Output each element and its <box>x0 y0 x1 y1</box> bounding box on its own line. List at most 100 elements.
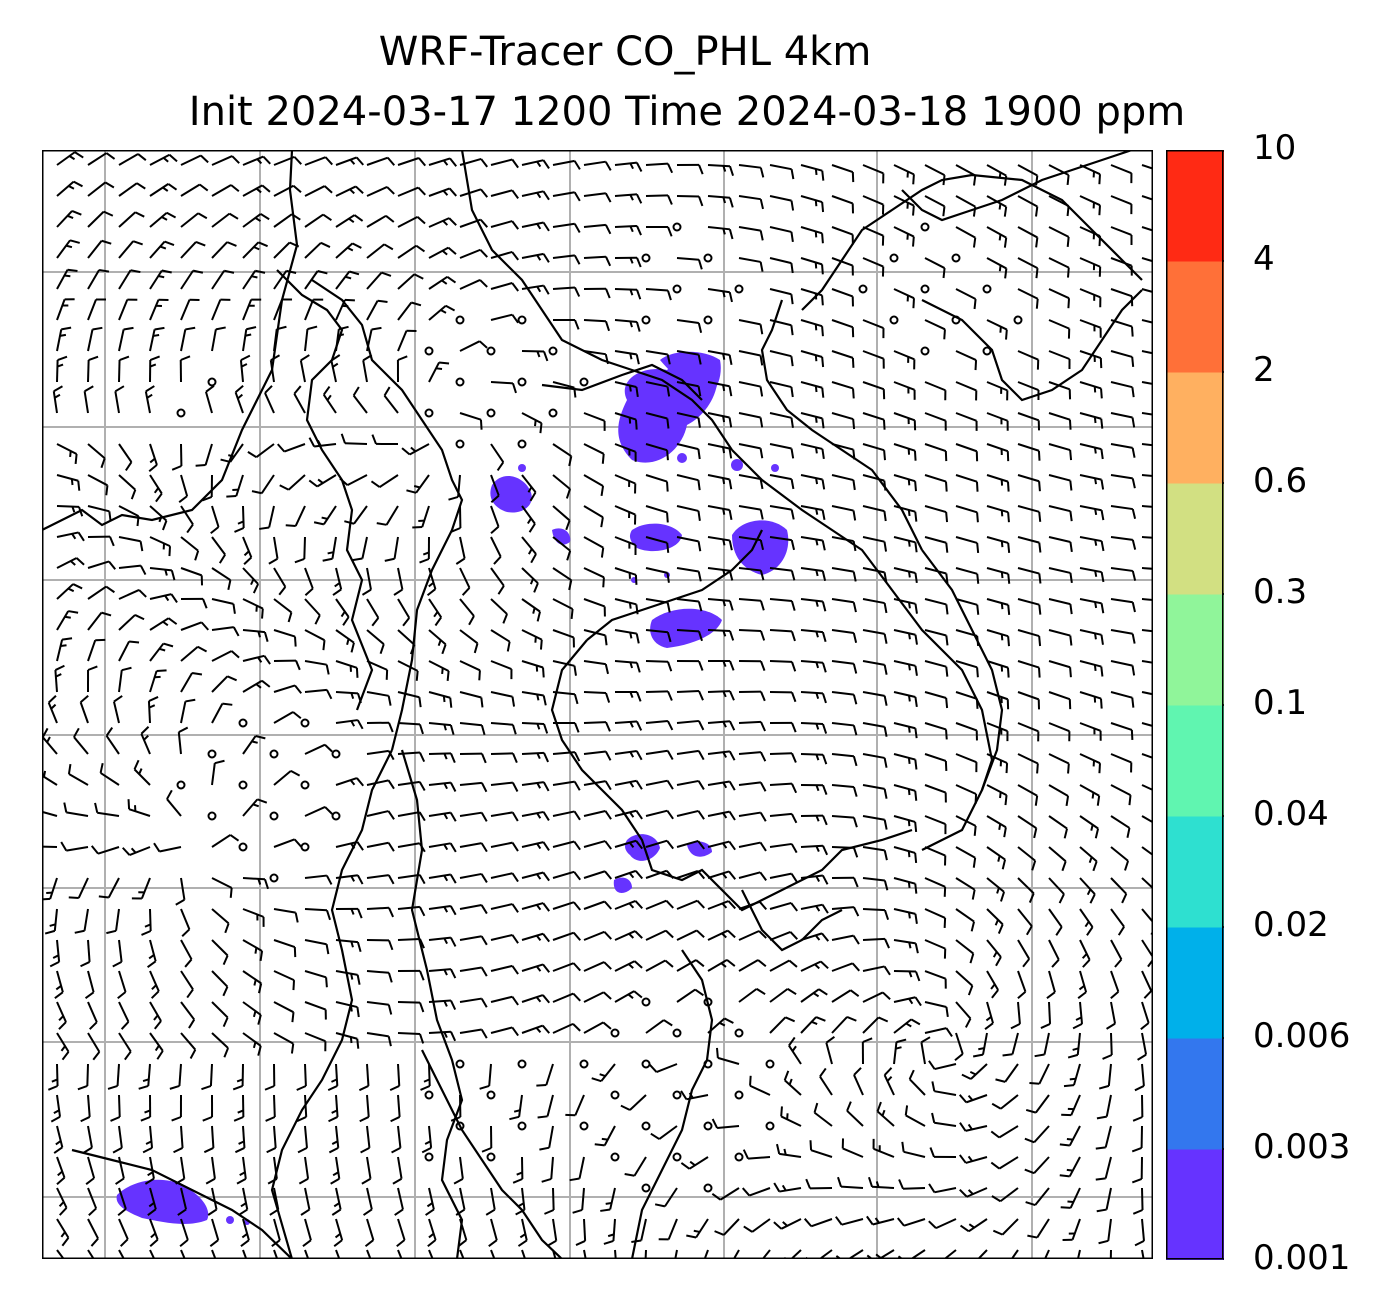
wind-barb-flag <box>600 517 604 528</box>
wind-barb-shaft <box>846 1110 864 1127</box>
colorbar-label-8: 2 <box>1253 350 1275 390</box>
wind-barb-shaft <box>893 908 916 915</box>
wind-barb-shaft <box>1141 846 1153 857</box>
wind-barb-flag <box>58 1207 68 1216</box>
wind-barb-shaft <box>676 840 699 848</box>
wind-barb-shaft <box>862 257 884 268</box>
wind-barb-shaft <box>800 988 820 1003</box>
wind-barb-shaft <box>970 1063 988 1080</box>
wind-barb-flag <box>536 904 542 911</box>
wind-barb-flag <box>539 423 543 434</box>
wind-barb-flag <box>728 197 734 208</box>
wind-barb-flag <box>362 354 373 362</box>
wind-barb-flag <box>1117 926 1125 936</box>
wind-barb-flag <box>479 218 489 228</box>
wind-barb-flag <box>814 934 821 941</box>
wind-barb-flag <box>490 525 500 535</box>
wind-barb-shaft <box>1141 1001 1150 1024</box>
calm-wind-marker <box>486 346 496 356</box>
wind-barb-flag <box>815 661 820 669</box>
wind-barb-shaft <box>366 629 385 645</box>
wind-barb-flag <box>1066 1168 1073 1172</box>
wind-barb-flag <box>907 509 911 517</box>
wind-barb-flag <box>815 600 819 607</box>
wind-barb-flag <box>821 356 825 368</box>
calm-wind-marker <box>548 346 558 356</box>
wind-barb-flag <box>1035 237 1039 248</box>
wind-barb-flag <box>349 1036 353 1044</box>
wind-barb-flag <box>349 779 356 786</box>
wind-barb-flag <box>629 661 634 669</box>
wind-barb-shaft <box>1017 350 1039 361</box>
wind-barb-flag <box>791 692 797 703</box>
wind-barb-shaft <box>686 1094 709 1101</box>
wind-barb-shaft <box>769 959 790 972</box>
wind-barb-flag <box>153 1020 162 1030</box>
colorbar <box>1166 150 1224 1260</box>
wind-barb-flag <box>292 980 296 991</box>
wind-barb-shaft <box>1141 1249 1145 1259</box>
wind-barb-flag <box>218 554 226 564</box>
wind-barb-flag <box>511 189 519 199</box>
wind-barb-flag <box>149 363 157 368</box>
wind-barb-shaft <box>335 185 357 197</box>
wind-barb-shaft <box>366 841 389 848</box>
wind-barb-flag <box>914 943 919 954</box>
wind-barb-shaft <box>490 282 513 290</box>
wind-barb-flag <box>604 353 609 365</box>
wind-barb-shaft <box>1017 381 1039 391</box>
wind-barb-shaft <box>645 443 668 452</box>
wind-barb-shaft <box>1079 536 1102 543</box>
wind-barb-flag <box>164 240 175 247</box>
wind-barb-flag <box>536 694 540 701</box>
wind-barb-flag <box>397 355 408 361</box>
wind-barb-shaft <box>87 210 105 228</box>
wind-barb-flag <box>760 691 766 702</box>
wind-barb-shaft <box>273 1125 277 1149</box>
wind-barb-flag <box>1037 667 1041 678</box>
wind-barb-flag <box>568 579 573 591</box>
wind-barb-shaft <box>748 1187 771 1197</box>
wind-barb-flag <box>791 631 796 642</box>
wind-barb-shaft <box>769 350 792 358</box>
wind-barb-flag <box>418 157 427 167</box>
wind-barb-shaft <box>459 536 466 559</box>
wind-barb-flag <box>223 1047 229 1058</box>
wind-barb-shaft <box>676 929 698 941</box>
wind-barb-flag <box>331 1208 342 1216</box>
wind-barb-flag <box>728 540 733 551</box>
wind-barb-shaft <box>118 359 121 383</box>
wind-barb-shaft <box>965 1156 988 1164</box>
wind-barb-flag <box>536 843 542 850</box>
wind-barb-shaft <box>56 1001 67 1023</box>
wind-barb-shaft <box>459 598 475 617</box>
wind-barb-shaft <box>149 269 163 290</box>
wind-barb-shaft <box>366 1032 389 1038</box>
wind-barb-shaft <box>273 1218 281 1241</box>
wind-barb-flag <box>1066 267 1070 278</box>
wind-barb-flag <box>257 878 262 885</box>
wind-barb-shaft <box>934 1187 957 1194</box>
wind-barb-flag <box>697 386 702 397</box>
calm-wind-marker <box>269 749 279 759</box>
wind-barb-flag <box>349 159 356 165</box>
tracer-plume <box>650 608 722 648</box>
wind-barb-shaft <box>769 257 792 265</box>
wind-barb-shaft <box>1048 381 1071 391</box>
wind-barb-flag <box>543 351 549 362</box>
wind-barb-shaft <box>180 212 199 228</box>
wind-barb-shaft <box>1141 722 1153 728</box>
wind-barb-shaft <box>1048 660 1071 669</box>
wind-barb-flag <box>604 870 613 880</box>
wind-barb-shaft <box>397 1001 421 1004</box>
tracer-speck <box>226 1216 234 1224</box>
wind-barb-shaft <box>459 660 481 672</box>
wind-barb-shaft <box>242 735 257 755</box>
wind-barb-flag <box>633 960 643 969</box>
wind-barb-shaft <box>545 1063 554 1086</box>
wind-barb-flag <box>666 290 672 301</box>
wind-barb-shaft <box>902 1187 926 1190</box>
wind-barb-shaft <box>100 772 120 786</box>
wind-barb-shaft <box>211 1032 229 1049</box>
wind-barb-flag <box>790 263 794 274</box>
